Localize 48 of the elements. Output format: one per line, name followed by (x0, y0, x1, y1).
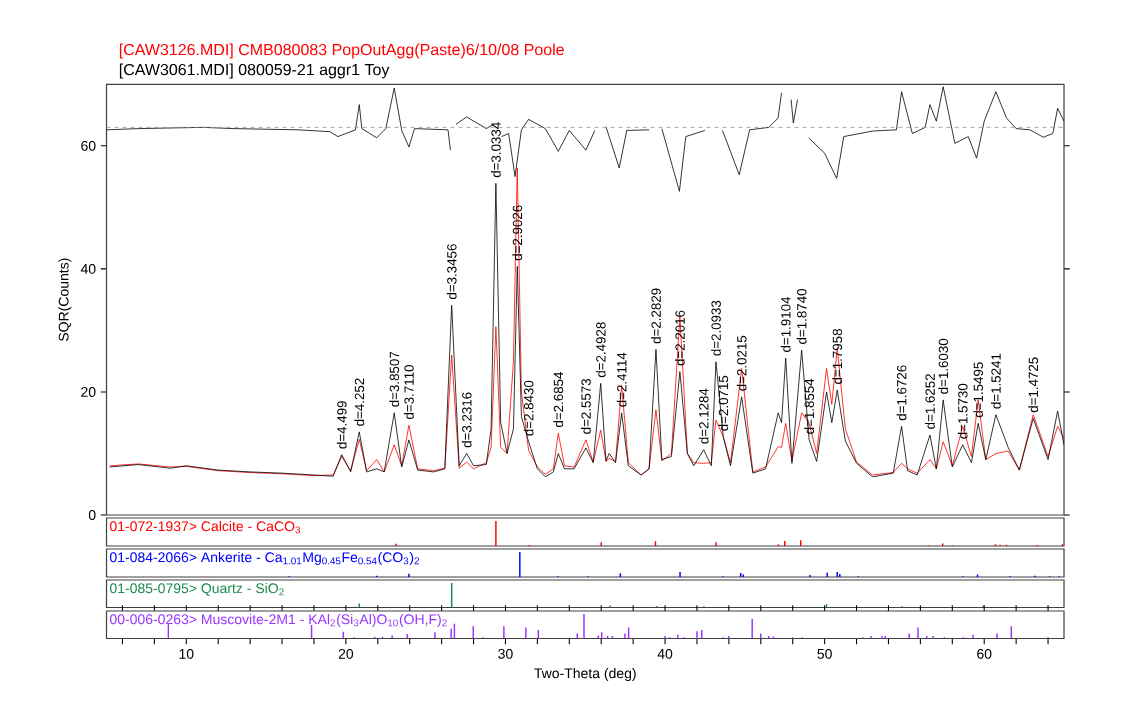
annotation: d=1.4725 (1028, 357, 1039, 413)
annotation: d=1.5730 (957, 383, 968, 439)
x-tick-label: 40 (657, 648, 673, 659)
y-tick-label: 0 (88, 510, 96, 520)
annotation: d=2.4114 (616, 352, 627, 407)
x-tick-label: 50 (817, 648, 832, 659)
annotation: d=2.4928 (595, 322, 606, 378)
x-tick-label: 20 (338, 648, 354, 659)
annotation: d=3.2316 (461, 392, 472, 448)
annotation: d=1.6252 (925, 374, 935, 429)
annotation: d=1.5495 (973, 362, 984, 418)
x-axis-title: Two-Theta (deg) (534, 667, 636, 682)
annotation: d=1.8554 (804, 378, 815, 434)
y-tick-label: 40 (80, 263, 96, 274)
annotation: d=4.499 (336, 401, 347, 449)
annotation: d=1.6726 (896, 365, 907, 421)
annotation: d=3.8507 (389, 351, 400, 407)
annotation: d=1.5241 (990, 353, 1001, 409)
annotation: d=2.9026 (512, 205, 523, 261)
annotation: d=2.0933 (711, 300, 721, 356)
annotation: d=2.0215 (736, 335, 747, 391)
annotation: d=3.0334 (490, 122, 501, 178)
annotation: d=2.6854 (553, 371, 564, 427)
chart-title: 01-085-0795> Quartz - SiO$_{2}$ (109, 582, 284, 596)
annotation: d=1.9104 (780, 296, 791, 352)
annotation: d=3.7110 (404, 365, 414, 419)
x-tick-label: 30 (498, 648, 513, 659)
text: [CAW3126.MDI] CMB080083 PopOutAgg(Paste)6/10/08 Poole (119, 43, 564, 59)
y-tick-label: 20 (81, 386, 96, 397)
annotation: d=2.0715 (718, 375, 729, 431)
annotation: d=2.8430 (523, 380, 534, 436)
y-axis-title: SQR(Counts) (58, 258, 72, 342)
text: [CAW3061.MDI] 080059-21 aggr1 Toy (119, 63, 390, 79)
chart-title: 00-006-0263> Muscovite-2M1 - KAl$_{2}$(Si$_{3}$Al)O$_{10}$(OH,F)$_{2}$ (109, 613, 447, 627)
x-tick-label: 60 (977, 648, 992, 659)
x-tick-label: 10 (179, 648, 194, 659)
y-tick-label: 60 (81, 140, 96, 151)
annotation: d=1.7958 (832, 329, 843, 384)
annotation: d=2.2829 (651, 288, 661, 344)
annotation: d=2.2016 (674, 310, 685, 366)
annotation: d=2.5573 (581, 378, 591, 434)
chart-title: 01-072-1937> Calcite - CaCO$_{3}$ (109, 520, 301, 534)
annotation: d=1.8740 (796, 289, 807, 344)
annotation: d=2.1284 (698, 388, 709, 444)
annotation: d=4.252 (354, 378, 365, 426)
annotation: d=1.6030 (938, 338, 949, 394)
annotation: d=3.3456 (446, 244, 457, 300)
chart-title: 01-084-2066> Ankerite - Ca$_{1.01}$Mg$_{0.45}$Fe$_{0.54}$(CO$_{3}$)$_{2}$ (109, 551, 419, 565)
